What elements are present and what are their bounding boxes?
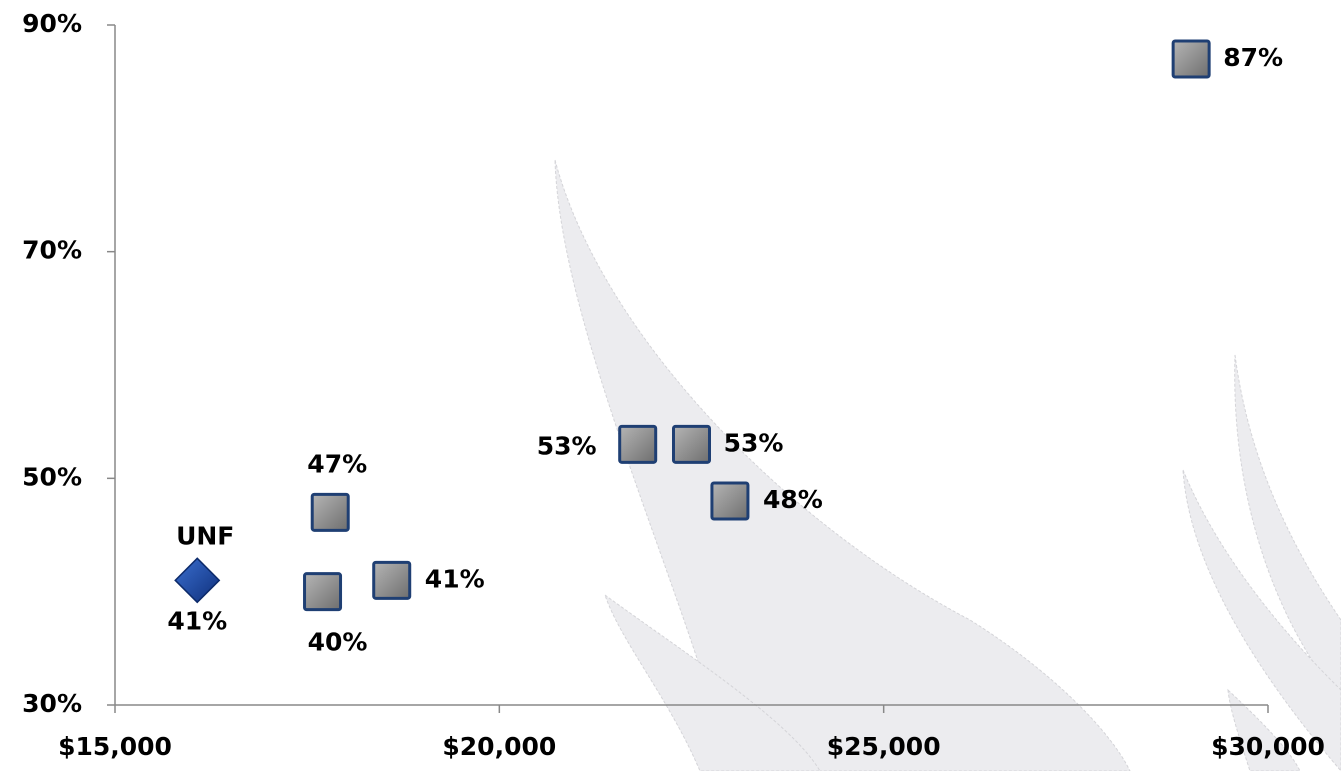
point <box>618 424 658 464</box>
x-tick-label: $20,000 <box>442 732 556 761</box>
data-label: 41% <box>425 564 485 593</box>
point <box>303 572 343 612</box>
data-label: 40% <box>308 628 368 657</box>
point <box>372 560 412 600</box>
y-tick-label: 90% <box>22 9 82 38</box>
x-tick-label: $25,000 <box>827 732 941 761</box>
point <box>1171 39 1211 79</box>
data-label: 48% <box>763 485 823 514</box>
background-decor <box>554 159 1341 771</box>
y-tick-label: 70% <box>22 236 82 265</box>
y-tick-label: 30% <box>22 689 82 718</box>
data-label: 87% <box>1223 43 1283 72</box>
data-label: 53% <box>537 431 597 460</box>
data-label: 41% <box>167 606 227 635</box>
series-label: UNF <box>176 521 234 550</box>
point <box>310 492 350 532</box>
y-tick-label: 50% <box>22 462 82 491</box>
x-tick-label: $30,000 <box>1211 732 1325 761</box>
data-label: 53% <box>724 428 784 457</box>
x-tick-label: $15,000 <box>58 732 172 761</box>
point <box>672 424 711 464</box>
point <box>710 481 750 521</box>
point <box>174 557 221 604</box>
data-label: 47% <box>307 449 367 478</box>
